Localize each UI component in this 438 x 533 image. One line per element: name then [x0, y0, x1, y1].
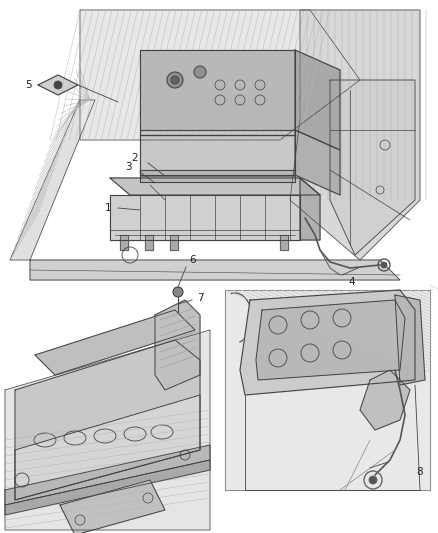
Polygon shape [256, 300, 405, 380]
Polygon shape [140, 170, 295, 182]
Polygon shape [140, 50, 295, 130]
Polygon shape [15, 340, 200, 500]
Polygon shape [145, 235, 153, 250]
Text: 1: 1 [105, 203, 111, 213]
Text: 6: 6 [190, 255, 196, 265]
Polygon shape [170, 235, 178, 250]
Text: 3: 3 [125, 162, 131, 172]
Polygon shape [5, 460, 210, 515]
Text: 8: 8 [417, 467, 423, 477]
Polygon shape [155, 300, 200, 390]
Polygon shape [360, 370, 410, 430]
Polygon shape [225, 290, 430, 490]
Polygon shape [35, 310, 195, 375]
Polygon shape [120, 235, 128, 250]
Circle shape [171, 76, 179, 84]
Polygon shape [5, 445, 210, 505]
Polygon shape [60, 480, 165, 533]
Polygon shape [30, 260, 400, 280]
Polygon shape [110, 178, 320, 195]
Polygon shape [110, 195, 300, 240]
Polygon shape [5, 330, 210, 530]
Text: 4: 4 [349, 277, 355, 287]
Circle shape [167, 72, 183, 88]
Polygon shape [295, 130, 340, 195]
Text: 2: 2 [132, 153, 138, 163]
Circle shape [381, 262, 387, 268]
Polygon shape [80, 10, 360, 140]
Circle shape [194, 66, 206, 78]
Polygon shape [290, 10, 420, 260]
Polygon shape [38, 75, 78, 95]
Polygon shape [330, 80, 415, 255]
Polygon shape [300, 178, 320, 240]
Circle shape [54, 81, 62, 89]
Polygon shape [395, 295, 425, 385]
Polygon shape [280, 235, 288, 250]
Circle shape [369, 476, 377, 484]
Circle shape [173, 287, 183, 297]
Polygon shape [15, 395, 200, 500]
Text: 7: 7 [197, 293, 203, 303]
Polygon shape [140, 130, 295, 175]
Polygon shape [10, 100, 95, 260]
Polygon shape [295, 50, 340, 150]
Text: 5: 5 [25, 80, 31, 90]
Polygon shape [240, 290, 415, 395]
